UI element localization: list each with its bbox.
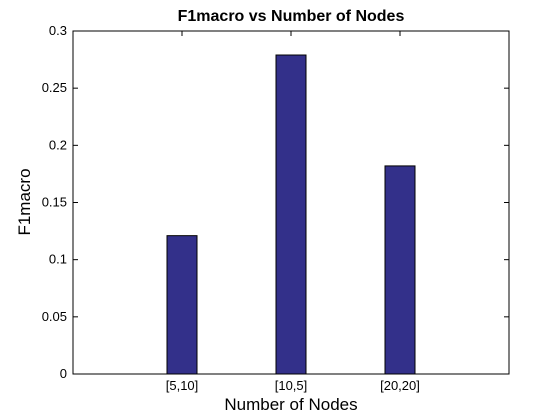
y-tick-label: 0.1 xyxy=(49,252,67,267)
y-tick-label: 0 xyxy=(60,366,67,381)
x-tick-label: [20,20] xyxy=(380,378,420,393)
y-tick-label: 0.15 xyxy=(42,195,67,210)
x-axis: [5,10] [10,5] [20,20] xyxy=(166,31,420,393)
bar xyxy=(275,54,307,375)
x-axis-label: Number of Nodes xyxy=(224,395,357,414)
x-tick-label: [10,5] xyxy=(275,378,308,393)
y-axis: 0 0.05 0.1 0.15 0.2 0.25 0.3 xyxy=(42,23,509,381)
chart-title: F1macro vs Number of Nodes xyxy=(178,8,405,25)
y-tick-label: 0.05 xyxy=(42,309,67,324)
y-tick-label: 0.3 xyxy=(49,23,67,38)
y-tick-label: 0.2 xyxy=(49,137,67,152)
bar xyxy=(384,165,416,375)
y-axis-label: F1macro xyxy=(15,168,34,235)
y-tick-label: 0.25 xyxy=(42,80,67,95)
x-tick-label: [5,10] xyxy=(166,378,199,393)
bar-series xyxy=(166,54,416,375)
bar xyxy=(166,235,198,375)
